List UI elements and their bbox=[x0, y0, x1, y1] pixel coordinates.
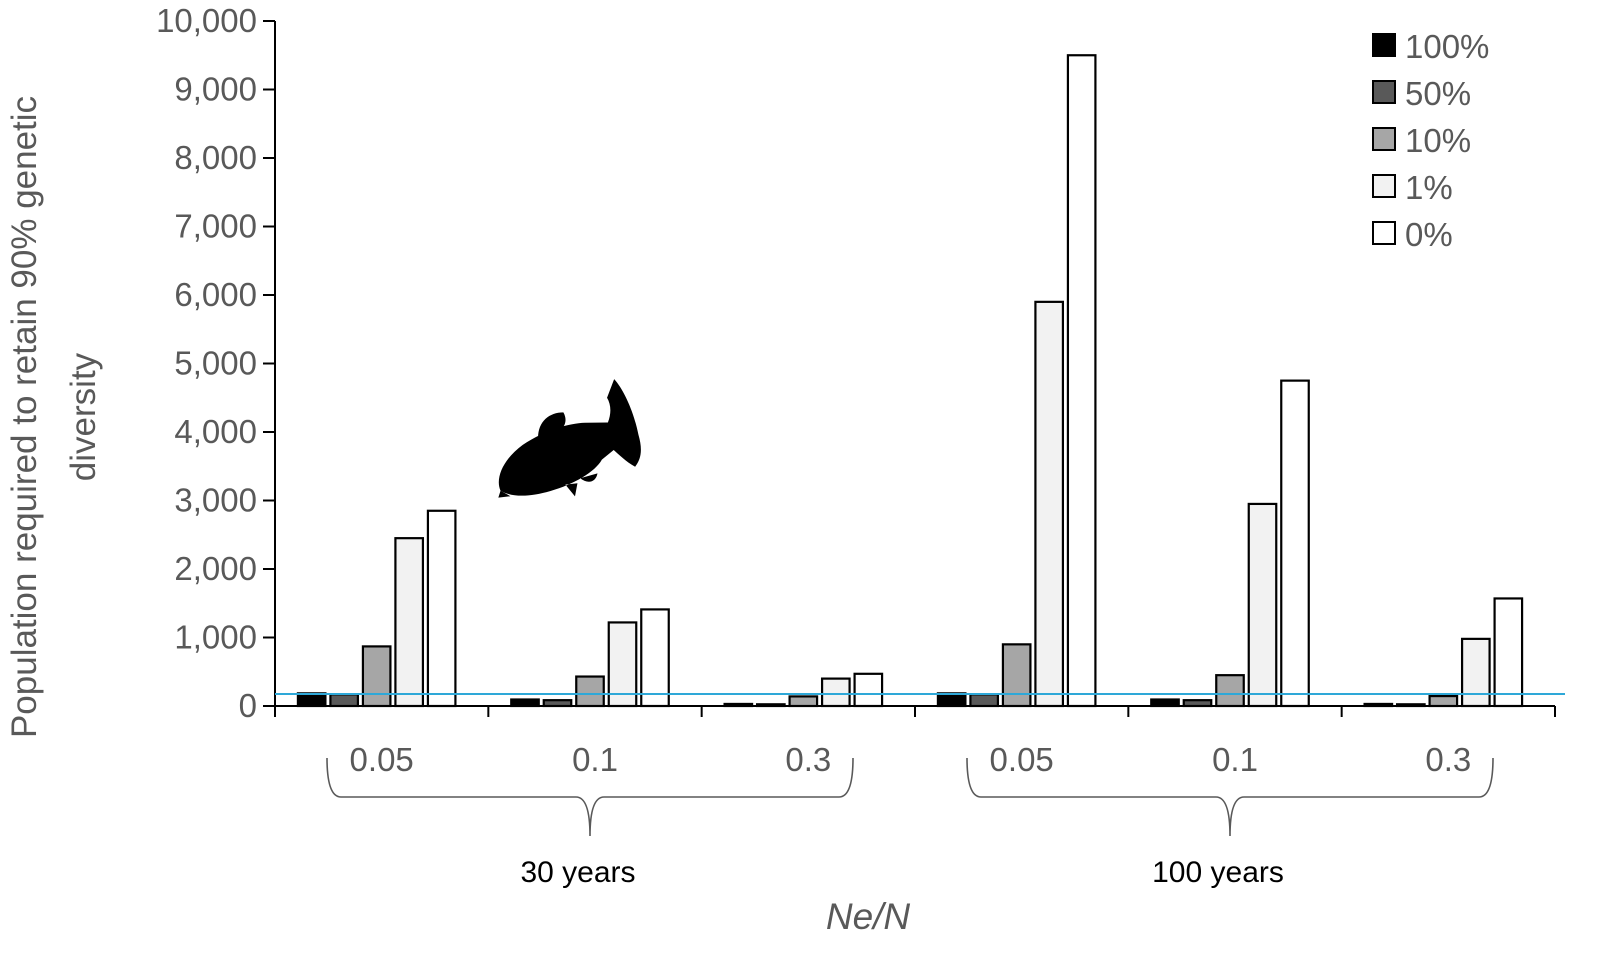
legend-swatch bbox=[1372, 221, 1396, 245]
y-tick-label: 10,000 bbox=[156, 2, 257, 39]
y-tick-label: 5,000 bbox=[174, 345, 257, 382]
y-tick-label: 2,000 bbox=[174, 550, 257, 587]
legend-swatch bbox=[1372, 174, 1396, 198]
legend-swatch bbox=[1372, 80, 1396, 104]
y-tick-label: 8,000 bbox=[174, 139, 257, 176]
bar-10pct-cat-0 bbox=[361, 645, 392, 708]
x-category-label: 0.3 bbox=[785, 741, 831, 778]
y-axis-title-line1: Population required to retain 90% geneti… bbox=[5, 96, 44, 738]
bar-0pct-cat-1 bbox=[640, 608, 670, 708]
y-axis-title-line2: diversity bbox=[64, 352, 103, 481]
legend-label: 0% bbox=[1405, 216, 1453, 253]
legend-swatch bbox=[1372, 127, 1396, 151]
group-brace bbox=[326, 757, 854, 837]
bar-1pct-cat-3 bbox=[1034, 300, 1065, 708]
bars bbox=[296, 54, 1524, 708]
x-category-label: 0.1 bbox=[572, 741, 618, 778]
group-label: 30 years bbox=[520, 856, 635, 889]
bar-1pct-cat-0 bbox=[394, 537, 425, 708]
category-labels: 0.05 0.1 0.3 0.05 0.1 0.3 bbox=[350, 741, 1472, 778]
bar-50pct-cat-3 bbox=[969, 693, 1000, 708]
bar-50pct-cat-0 bbox=[329, 693, 360, 708]
y-tick-label: 4,000 bbox=[174, 413, 257, 450]
y-tick-label: 7,000 bbox=[174, 208, 257, 245]
bar-0pct-cat-5 bbox=[1493, 597, 1524, 708]
x-axis-title: Ne/N bbox=[826, 896, 911, 937]
y-tick-label: 0 bbox=[239, 687, 257, 724]
legend: 100% 50% 10% 1% 0% bbox=[1372, 28, 1489, 253]
bar-1pct-cat-5 bbox=[1460, 637, 1491, 708]
bar-10pct-cat-5 bbox=[1428, 694, 1459, 708]
bar-10pct-cat-1 bbox=[575, 675, 605, 708]
bar-10pct-cat-4 bbox=[1215, 674, 1245, 708]
bar-0pct-cat-4 bbox=[1280, 379, 1310, 708]
legend-label: 1% bbox=[1405, 169, 1453, 206]
bar-100pct-cat-0 bbox=[296, 692, 327, 708]
legend-swatch bbox=[1372, 33, 1396, 57]
bar-1pct-cat-1 bbox=[607, 621, 638, 708]
legend-label: 100% bbox=[1405, 28, 1489, 65]
group-brace bbox=[966, 757, 1494, 837]
y-axis-ticks: 0 1,000 2,000 3,000 4,000 5,000 6,000 7,000 8,00… bbox=[156, 2, 275, 724]
bar-10pct-cat-3 bbox=[1001, 643, 1032, 708]
group-labels: 30 years 100 years bbox=[326, 757, 1494, 889]
bar-0pct-cat-3 bbox=[1066, 54, 1097, 708]
x-category-label: 0.3 bbox=[1425, 741, 1471, 778]
x-category-label: 0.05 bbox=[350, 741, 414, 778]
bar-1pct-cat-4 bbox=[1247, 502, 1278, 708]
fish-silhouette-icon bbox=[498, 379, 641, 498]
group-label: 100 years bbox=[1152, 856, 1284, 889]
y-tick-label: 3,000 bbox=[174, 482, 257, 519]
axes bbox=[274, 21, 1556, 717]
bar-10pct-cat-2 bbox=[788, 695, 819, 708]
bar-0pct-cat-0 bbox=[426, 509, 457, 708]
legend-label: 10% bbox=[1405, 122, 1471, 159]
y-tick-label: 9,000 bbox=[174, 71, 257, 108]
y-tick-label: 6,000 bbox=[174, 276, 257, 313]
y-tick-label: 1,000 bbox=[174, 619, 257, 656]
x-category-label: 0.05 bbox=[990, 741, 1054, 778]
bar-100pct-cat-3 bbox=[936, 692, 967, 708]
legend-label: 50% bbox=[1405, 75, 1471, 112]
bar-1pct-cat-2 bbox=[820, 677, 851, 708]
bar-0pct-cat-2 bbox=[853, 672, 884, 708]
x-category-label: 0.1 bbox=[1212, 741, 1258, 778]
